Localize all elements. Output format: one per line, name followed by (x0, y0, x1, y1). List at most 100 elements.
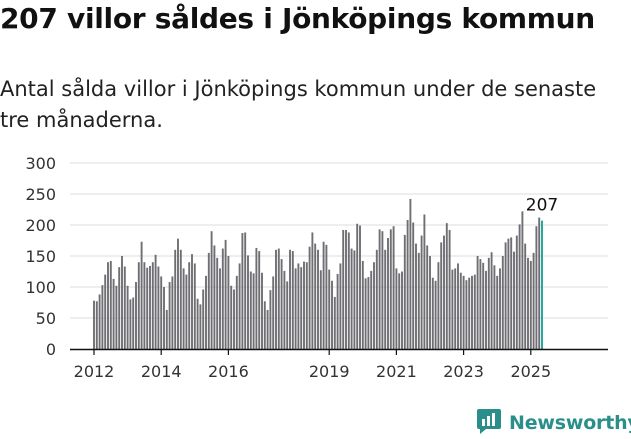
bar (339, 263, 342, 349)
x-tick-label: 2023 (443, 362, 484, 381)
bar (160, 276, 163, 349)
bar (115, 285, 118, 349)
bar (207, 252, 210, 349)
bar (401, 271, 403, 349)
bar (476, 256, 479, 349)
brand-logo: Newsworthy (476, 408, 631, 438)
bar (347, 232, 350, 349)
bar (157, 266, 160, 349)
bar (342, 229, 345, 349)
bar (132, 297, 135, 349)
bar (182, 268, 185, 349)
bar (247, 255, 249, 349)
bar (129, 299, 132, 349)
bar (221, 248, 224, 349)
bar (205, 275, 207, 349)
bar (381, 231, 384, 349)
bar (459, 272, 462, 349)
bar (300, 267, 303, 349)
bar (244, 232, 247, 349)
bar (112, 278, 115, 349)
bar (535, 226, 538, 349)
bar (235, 275, 238, 349)
bar (513, 251, 515, 349)
bar (496, 275, 499, 349)
bar (219, 268, 221, 349)
bar (255, 247, 258, 349)
bar (193, 263, 196, 349)
bar (227, 256, 230, 349)
bar (325, 244, 328, 349)
bar (538, 217, 541, 349)
bar (165, 309, 168, 349)
bar (283, 270, 286, 349)
bar (168, 282, 171, 349)
bar (437, 262, 440, 349)
bar (333, 296, 336, 349)
bar (499, 268, 501, 349)
bar (224, 239, 227, 349)
bar (451, 269, 454, 349)
bar (331, 280, 333, 349)
bar (445, 223, 448, 349)
bar (454, 268, 457, 349)
x-tick-label: 2025 (510, 362, 551, 381)
bar (179, 249, 182, 349)
bar (473, 274, 476, 349)
bar (465, 280, 468, 349)
bar (294, 268, 297, 349)
bar (521, 211, 524, 349)
bar (524, 243, 527, 349)
bar (322, 241, 325, 349)
bar (415, 243, 417, 349)
bar (286, 281, 289, 349)
chart-subtitle: Antal sålda villor i Jönköpings kommun u… (0, 77, 597, 132)
y-tick-label: 150 (25, 247, 56, 266)
bar (378, 229, 381, 349)
bar (233, 289, 235, 349)
x-tick-label: 2021 (376, 362, 417, 381)
bar (367, 277, 370, 349)
bar (515, 235, 518, 349)
bar (529, 260, 532, 349)
bar (238, 263, 241, 349)
bar (490, 252, 493, 349)
bar (384, 249, 387, 349)
bar (485, 270, 487, 349)
grid-lines (70, 162, 608, 319)
bar (471, 275, 473, 349)
bar (297, 263, 300, 349)
bar (370, 270, 373, 349)
x-tick-label: 2012 (74, 362, 115, 381)
bar (359, 225, 361, 349)
brand-name: Newsworthy (509, 412, 631, 434)
y-tick-label: 300 (25, 154, 56, 173)
bar (261, 272, 263, 349)
bar (280, 259, 283, 349)
bar (202, 289, 205, 349)
bar (412, 222, 415, 349)
bar (532, 252, 535, 349)
bar (140, 241, 143, 349)
bar (196, 298, 199, 349)
bar (174, 249, 177, 349)
bar (398, 273, 401, 349)
y-tick-label: 0 (46, 340, 56, 359)
bar (171, 276, 174, 349)
bar (303, 261, 305, 349)
bar (275, 249, 277, 349)
bar (510, 237, 513, 349)
bar (487, 257, 490, 349)
bar (185, 274, 188, 349)
bar (457, 263, 459, 349)
bar (291, 251, 294, 349)
bar (501, 256, 504, 349)
bar (93, 300, 95, 349)
bar (387, 238, 389, 349)
bar (353, 250, 356, 349)
bar (149, 265, 151, 349)
bar (426, 245, 429, 349)
y-tick-label: 250 (25, 185, 56, 204)
bar (317, 249, 319, 349)
highlight-value-label: 207 (526, 196, 558, 216)
